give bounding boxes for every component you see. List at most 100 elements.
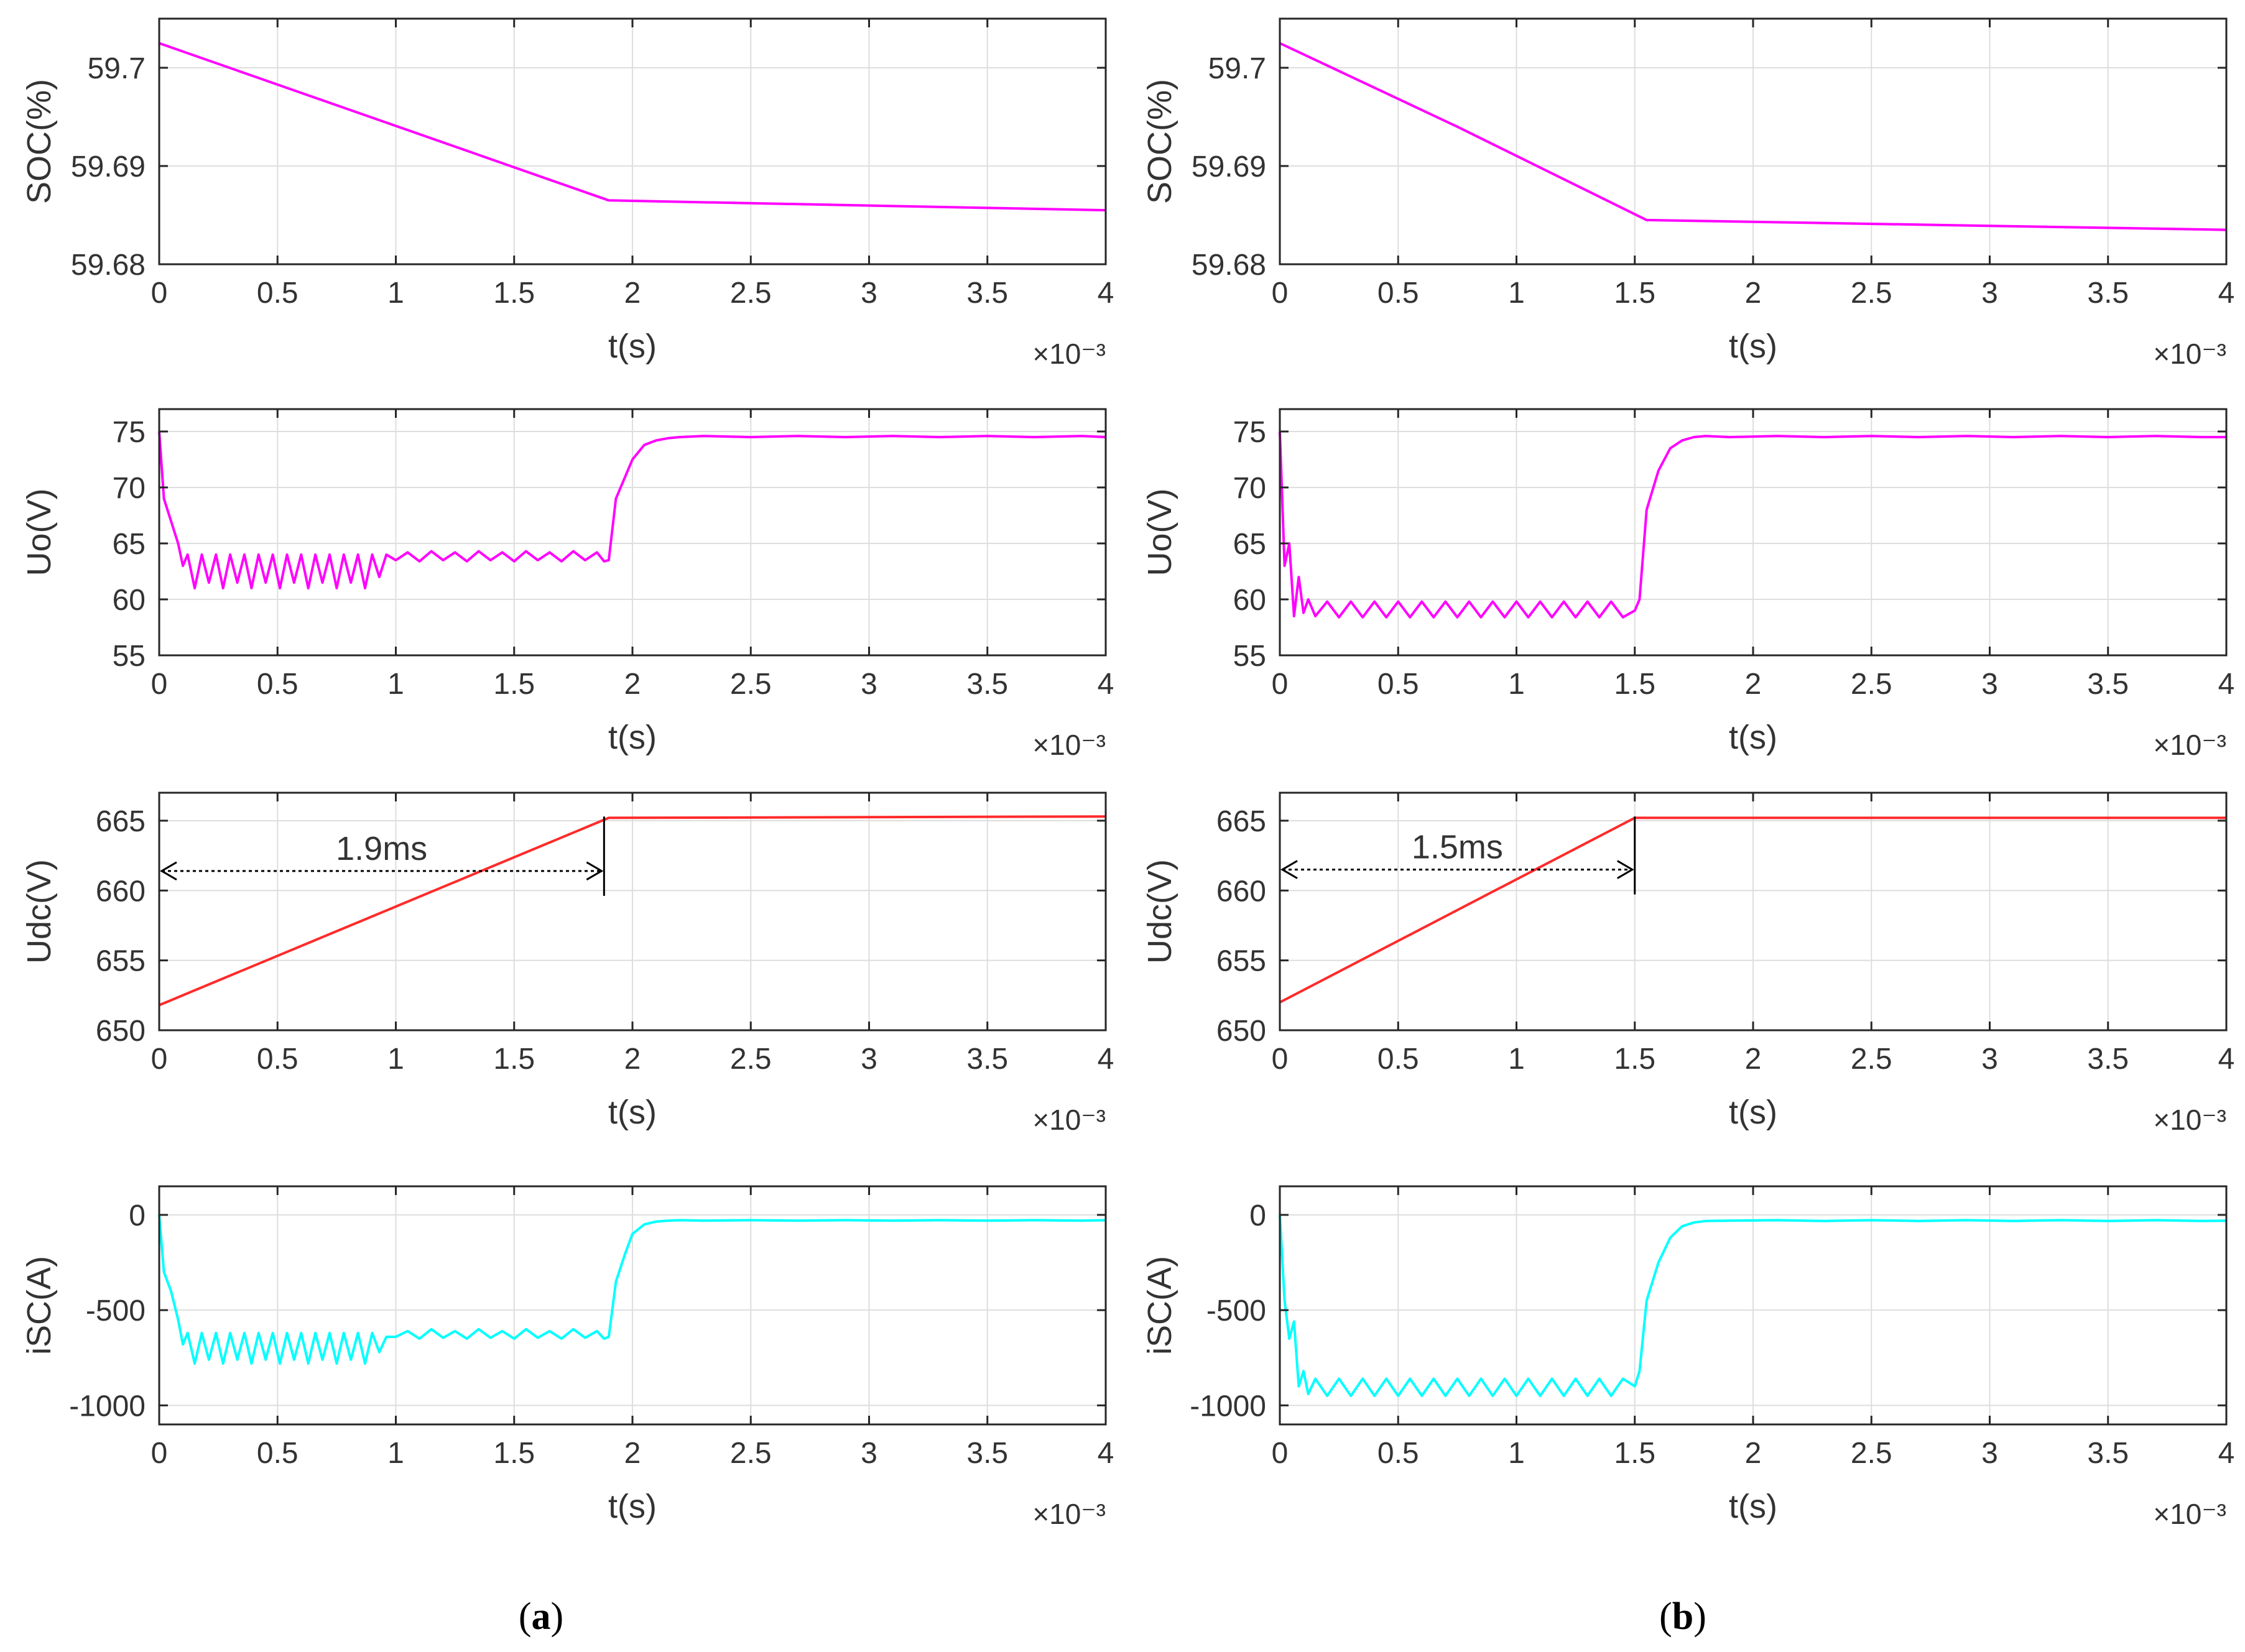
y-tick-label: 70 — [113, 472, 146, 505]
annotation-arrowhead-right — [1616, 860, 1634, 879]
y-tick-label: -1000 — [1190, 1390, 1266, 1423]
x-tick-label: 3.5 — [2087, 668, 2129, 701]
x-tick-label: 1.5 — [1614, 277, 1655, 310]
x-tick-label: 1 — [387, 277, 404, 310]
y-tick-label: 0 — [129, 1199, 146, 1232]
chart-b-isc: 0 0.5 1 1.5 2 2.5 3 3.5 4 -1000 -500 0 t(s) ×10⁻³ iSC(… — [1141, 1185, 2235, 1530]
x-tick-label: 3 — [1981, 1043, 1998, 1076]
x-tick-label: 4 — [1098, 1437, 1114, 1470]
annotation-label: 1.5ms — [1412, 829, 1503, 866]
x-scale-multiplier: ×10⁻³ — [1032, 729, 1106, 761]
x-scale-multiplier: ×10⁻³ — [2153, 338, 2226, 370]
x-tick-label: 0 — [1272, 668, 1289, 701]
y-tick-label: 59.68 — [71, 249, 146, 282]
x-tick-label: 0 — [151, 277, 168, 310]
chart-a-soc: 0 0.5 1 1.5 2 2.5 3 3.5 4 59.68 59.69 59.7 t(s) ×10⁻³… — [21, 17, 1114, 370]
x-scale-multiplier: ×10⁻³ — [1032, 1104, 1106, 1136]
series-line-iSC — [158, 1214, 1106, 1365]
x-tick-label: 1.5 — [1614, 668, 1655, 701]
x-tick-label: 3.5 — [2087, 277, 2129, 310]
x-axis-label: t(s) — [608, 328, 657, 365]
x-tick-label: 4 — [1098, 277, 1114, 310]
x-tick-label: 0 — [151, 1043, 168, 1076]
panel-label-b: (b) — [1659, 1595, 1706, 1638]
x-tick-label: 1 — [387, 1043, 404, 1076]
x-tick-label: 3 — [861, 1043, 877, 1076]
x-tick-label: 2 — [1745, 277, 1762, 310]
series-line-iSC — [1279, 1214, 2227, 1397]
y-axis-label: SOC(%) — [21, 79, 58, 204]
x-tick-label: 0 — [1272, 1437, 1289, 1470]
panel-label-a: (a) — [519, 1595, 563, 1638]
y-tick-label: 65 — [113, 528, 146, 561]
x-tick-label: 1 — [1508, 1043, 1525, 1076]
x-tick-label: 2.5 — [1851, 277, 1892, 310]
x-tick-label: 3 — [1981, 668, 1998, 701]
x-tick-label: 0 — [1272, 1043, 1289, 1076]
x-tick-label: 2.5 — [730, 668, 772, 701]
x-scale-multiplier: ×10⁻³ — [2153, 1498, 2226, 1530]
charts-container: 0 0.5 1 1.5 2 2.5 3 3.5 4 59.68 59.69 59.7 t(s) ×10⁻³… — [21, 17, 2235, 1530]
x-tick-label: 0.5 — [257, 1043, 299, 1076]
chart-b-uo: 0 0.5 1 1.5 2 2.5 3 3.5 4 55 60 65 70 75 t(s) ×10⁻³ Uo(V… — [1141, 408, 2234, 761]
x-axis-label: t(s) — [1729, 1094, 1777, 1131]
x-tick-label: 3.5 — [966, 1437, 1008, 1470]
chart-b-udc: 1.5ms 0 0.5 1 1.5 2 2.5 3 3.5 4 650 655 660 665 t(s) ×1… — [1141, 791, 2235, 1136]
x-tick-label: 2 — [624, 1043, 641, 1076]
x-tick-label: 2 — [1745, 1437, 1762, 1470]
x-tick-label: 2 — [624, 277, 641, 310]
x-tick-label: 1.5 — [1614, 1043, 1655, 1076]
x-tick-label: 3 — [1981, 277, 1998, 310]
x-axis-label: t(s) — [1729, 719, 1777, 756]
annotation-label: 1.9ms — [336, 830, 427, 867]
annotation-arrowhead-right — [586, 861, 604, 881]
x-axis-label: t(s) — [608, 1094, 657, 1131]
x-tick-label: 4 — [1098, 1043, 1114, 1076]
x-tick-label: 0 — [1272, 277, 1289, 310]
y-tick-label: 59.69 — [1192, 150, 1266, 183]
x-scale-multiplier: ×10⁻³ — [2153, 729, 2226, 761]
x-tick-label: 3.5 — [966, 1043, 1008, 1076]
x-tick-label: 0.5 — [257, 1437, 299, 1470]
y-axis-label: Uo(V) — [1141, 488, 1178, 576]
chart-a-udc: 1.9ms 0 0.5 1 1.5 2 2.5 3 3.5 4 650 655 660 665 t(s) ×1… — [21, 791, 1114, 1136]
y-tick-label: 59.7 — [1208, 52, 1266, 85]
series-line-Udc — [159, 815, 1106, 1007]
x-tick-label: 2.5 — [730, 277, 772, 310]
x-tick-label: 0.5 — [1377, 668, 1419, 701]
x-tick-label: 3 — [861, 277, 877, 310]
x-tick-label: 0 — [151, 1437, 168, 1470]
chart-a-isc: 0 0.5 1 1.5 2 2.5 3 3.5 4 -1000 -500 0 t(s) ×10⁻³ iSC(… — [21, 1185, 1114, 1530]
chart-a-uo: 0 0.5 1 1.5 2 2.5 3 3.5 4 55 60 65 70 75 t(s) ×10⁻³ Uo(V… — [21, 408, 1114, 761]
x-tick-label: 4 — [2218, 1043, 2235, 1076]
y-tick-label: 59.7 — [88, 52, 146, 85]
x-scale-multiplier: ×10⁻³ — [1032, 338, 1106, 370]
y-tick-label: 70 — [1233, 472, 1266, 505]
x-axis-label: t(s) — [1729, 328, 1777, 365]
y-tick-label: -1000 — [69, 1390, 146, 1423]
x-tick-label: 0.5 — [1377, 277, 1419, 310]
chart-b-soc: 0 0.5 1 1.5 2 2.5 3 3.5 4 59.68 59.69 59.7 t(s) ×10⁻³… — [1141, 17, 2234, 370]
x-tick-label: 0.5 — [257, 277, 299, 310]
y-tick-label: 55 — [1233, 640, 1266, 673]
y-axis-label: Uo(V) — [21, 488, 58, 576]
y-tick-label: 0 — [1249, 1199, 1266, 1232]
y-axis-label: iSC(A) — [1141, 1256, 1178, 1355]
x-tick-label: 2.5 — [1851, 1437, 1892, 1470]
series-line-Uo — [158, 431, 1106, 589]
x-tick-label: 2 — [624, 1437, 641, 1470]
annotation-arrowhead-left — [1280, 860, 1298, 879]
y-tick-label: 665 — [96, 805, 146, 838]
y-tick-label: 650 — [96, 1015, 146, 1048]
x-tick-label: 3 — [1981, 1437, 1998, 1470]
x-tick-label: 1 — [387, 1437, 404, 1470]
x-tick-label: 0.5 — [1377, 1437, 1419, 1470]
x-scale-multiplier: ×10⁻³ — [2153, 1104, 2226, 1136]
x-tick-label: 4 — [1098, 668, 1114, 701]
y-axis-label: Udc(V) — [21, 859, 58, 964]
y-tick-label: 55 — [113, 640, 146, 673]
x-tick-label: 3.5 — [966, 668, 1008, 701]
x-tick-label: 4 — [2218, 1437, 2235, 1470]
y-tick-label: 59.68 — [1192, 249, 1266, 282]
